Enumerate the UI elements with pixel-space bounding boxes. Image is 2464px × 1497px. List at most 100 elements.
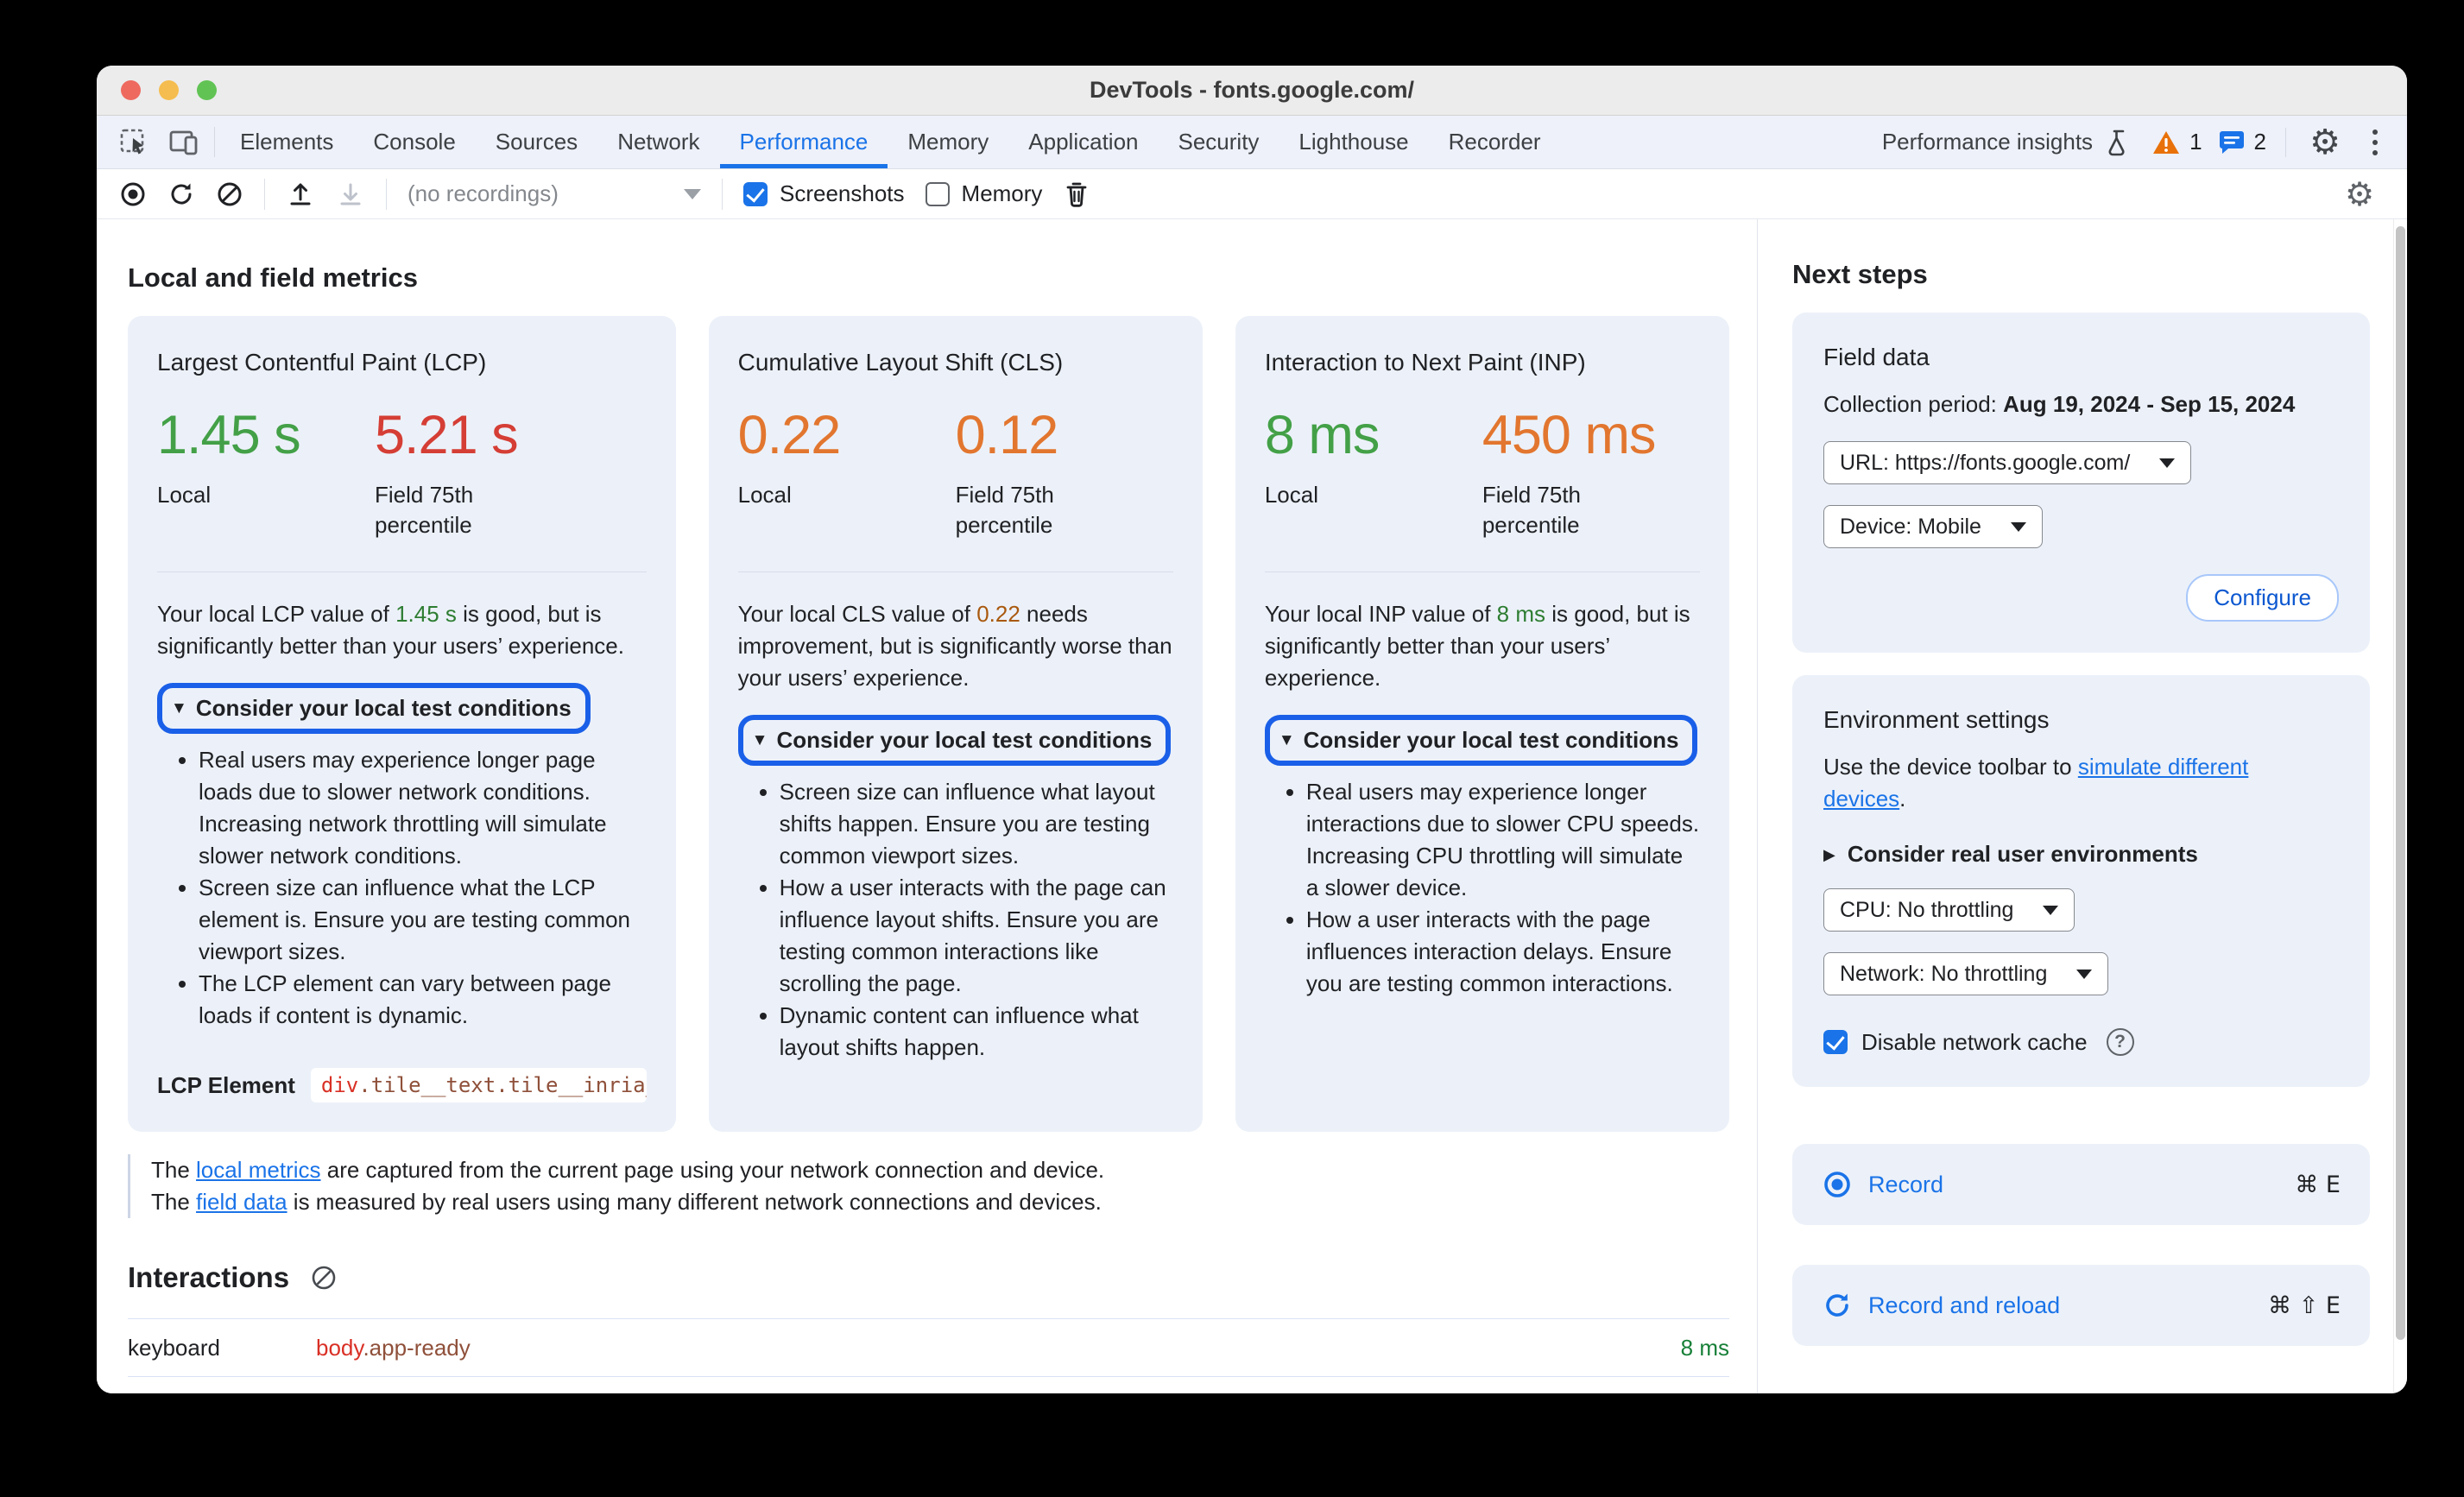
cls-consider-disclosure[interactable]: ▼ Consider your local test conditions (737, 715, 1172, 766)
chevron-down-icon (2076, 969, 2093, 979)
collection-period: Collection period: Aug 19, 2024 - Sep 15… (1823, 391, 2296, 417)
triangle-down-icon: ▼ (1278, 731, 1295, 749)
field-label: Field 75th percentile (955, 482, 1054, 538)
page-title: Local and field metrics (128, 262, 418, 293)
list-item: Screen size can influence what layout sh… (780, 776, 1173, 872)
simulate-devices-link[interactable]: simulate different devices (1823, 754, 2249, 812)
zoom-window-button[interactable] (197, 80, 217, 100)
real-user-environments-disclosure[interactable]: ▶ Consider real user environments (1823, 841, 2198, 867)
triangle-down-icon: ▼ (171, 699, 187, 717)
help-icon[interactable]: ? (2106, 1028, 2134, 1056)
lcp-inline-value: 1.45 s (395, 601, 457, 627)
lcp-consider-list: Real users may experience longer page lo… (157, 744, 647, 1032)
local-label: Local (1264, 482, 1318, 508)
save-profile-button[interactable] (336, 180, 365, 209)
interaction-target-node-link[interactable]: body.app-ready (316, 1334, 471, 1361)
record-and-reload-action-button[interactable]: Record and reload ⌘ ⇧ E (1792, 1265, 2370, 1346)
cpu-throttling-dropdown[interactable]: CPU: No throttling (1823, 888, 2075, 932)
inp-description: Your local INP value of 8 ms is good, bu… (1264, 601, 1690, 691)
lcp-field-value: 5.21 s (375, 405, 519, 465)
inp-field-value: 450 ms (1482, 405, 1657, 465)
memory-checkbox[interactable]: Memory (925, 180, 1042, 207)
record-and-reload-button[interactable] (167, 180, 195, 208)
close-window-button[interactable] (121, 80, 141, 100)
clear-interactions-button[interactable] (310, 1264, 338, 1292)
checkbox-unchecked-icon (925, 181, 950, 206)
toolbar-separator (722, 178, 723, 210)
metric-cards-row: Largest Contentful Paint (LCP) 1.45 s Lo… (128, 316, 1757, 1132)
cls-field-value: 0.12 (955, 405, 1059, 465)
tab-performance[interactable]: Performance (720, 116, 888, 168)
capture-settings-button[interactable]: ⚙ (2334, 178, 2385, 211)
lcp-consider-disclosure[interactable]: ▼ Consider your local test conditions (157, 683, 591, 734)
triangle-down-icon: ▼ (751, 731, 768, 749)
local-label: Local (737, 482, 792, 508)
tab-recorder[interactable]: Recorder (1448, 129, 1541, 155)
inspect-cursor-icon (118, 127, 149, 158)
list-item: How a user interacts with the page influ… (1306, 904, 1700, 1000)
metric-card-title: Interaction to Next Paint (INP) (1264, 349, 1586, 376)
tabbar-separator (2285, 127, 2286, 157)
message-bubble-icon (2218, 129, 2246, 155)
local-metrics-link[interactable]: local metrics (196, 1157, 321, 1183)
disable-network-cache-checkbox[interactable]: Disable network cache ? (1823, 1028, 2339, 1056)
kebab-dot (2372, 129, 2378, 135)
lcp-metric-card: Largest Contentful Paint (LCP) 1.45 s Lo… (128, 316, 676, 1132)
clear-recordings-button[interactable] (216, 180, 243, 208)
tabbar-separator (214, 127, 215, 157)
tab-security[interactable]: Security (1178, 129, 1260, 155)
cls-local-value: 0.22 (737, 405, 842, 465)
interactions-title: Interactions (128, 1261, 290, 1293)
inp-consider-disclosure[interactable]: ▼ Consider your local test conditions (1264, 715, 1698, 766)
record-button[interactable] (119, 180, 147, 208)
lcp-description: Your local LCP value of 1.45 s is good, … (157, 601, 624, 659)
cls-metric-card: Cumulative Layout Shift (CLS) 0.22 Local… (708, 316, 1203, 1132)
next-steps-sidebar: Next steps Field data Collection period:… (1757, 219, 2393, 1393)
tab-lighthouse[interactable]: Lighthouse (1298, 129, 1409, 155)
tab-network[interactable]: Network (617, 129, 700, 155)
field-data-link[interactable]: field data (196, 1189, 287, 1215)
scrollbar-thumb[interactable] (2396, 226, 2405, 1340)
toggle-device-toolbar-button[interactable] (159, 116, 209, 168)
window-controls (121, 66, 217, 115)
live-metrics-view: Local and field metrics Largest Contentf… (97, 219, 1757, 1393)
minimize-window-button[interactable] (159, 80, 179, 100)
tab-sources[interactable]: Sources (495, 129, 578, 155)
tab-elements[interactable]: Elements (240, 129, 334, 155)
device-toolbar-icon (167, 127, 200, 158)
issues-message-badge[interactable]: 2 (2218, 129, 2266, 155)
network-throttling-dropdown[interactable]: Network: No throttling (1823, 952, 2109, 995)
issues-warning-badge[interactable]: 1 (2151, 129, 2202, 155)
recordings-dropdown[interactable]: (no recordings) (408, 180, 701, 207)
tab-application[interactable]: Application (1028, 129, 1139, 155)
table-row[interactable]: keyboard body.app-ready 8 ms (128, 1318, 1729, 1377)
screenshots-checkbox[interactable]: Screenshots (743, 180, 905, 207)
field-data-title: Field data (1823, 344, 1930, 370)
vertical-scrollbar[interactable] (2393, 219, 2407, 1393)
more-options-button[interactable] (2360, 129, 2390, 155)
devtools-settings-button[interactable]: ⚙ (2305, 125, 2345, 160)
environment-settings-card: Environment settings Use the device tool… (1792, 675, 2370, 1087)
tab-performance-insights[interactable]: Performance insights (1862, 128, 2136, 157)
configure-button[interactable]: Configure (2186, 574, 2339, 622)
list-item: Real users may experience longer interac… (1306, 776, 1700, 904)
environment-description: Use the device toolbar to simulate diffe… (1823, 754, 2249, 812)
window-title: DevTools - fonts.google.com/ (1089, 77, 1414, 103)
interactions-table: keyboard body.app-ready 8 ms (128, 1318, 1729, 1377)
sidebar-title: Next steps (1792, 259, 1928, 289)
inspect-element-button[interactable] (109, 116, 159, 168)
device-dropdown[interactable]: Device: Mobile (1823, 505, 2043, 548)
record-shortcut: ⌘ E (2295, 1171, 2341, 1198)
load-profile-button[interactable] (286, 180, 315, 209)
chevron-down-icon (684, 188, 701, 199)
record-action-button[interactable]: Record ⌘ E (1792, 1144, 2370, 1225)
chevron-down-icon (2159, 458, 2176, 468)
interaction-duration: 8 ms (1680, 1334, 1729, 1361)
message-count: 2 (2253, 129, 2266, 155)
collect-garbage-button[interactable] (1063, 180, 1090, 209)
tab-console[interactable]: Console (373, 129, 456, 155)
lcp-element-node-link[interactable]: div.tile__text.tile__inria_san (310, 1068, 647, 1102)
tab-memory[interactable]: Memory (907, 129, 989, 155)
url-dropdown[interactable]: URL: https://fonts.google.com/ (1823, 441, 2192, 484)
cls-description: Your local CLS value of 0.22 needs impro… (737, 601, 1172, 691)
